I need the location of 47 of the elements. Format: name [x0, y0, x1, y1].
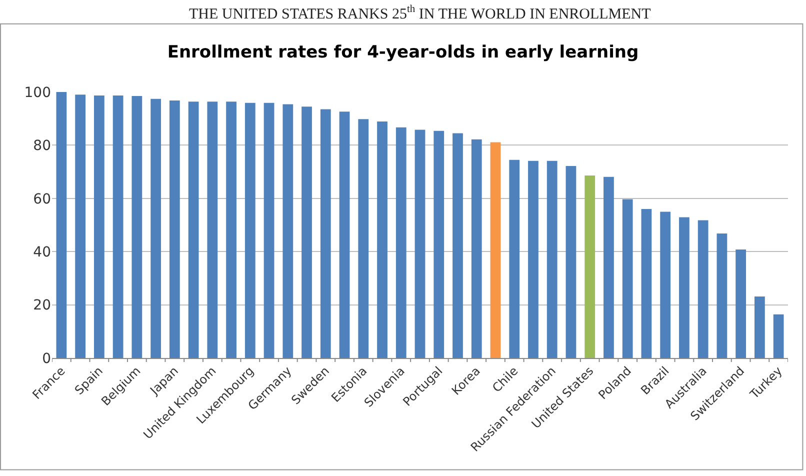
bar — [94, 95, 104, 358]
bar — [377, 122, 388, 358]
bar — [339, 112, 350, 358]
y-tick-label: 60 — [33, 191, 51, 208]
bar — [150, 98, 161, 358]
bar — [244, 102, 256, 358]
bar — [132, 96, 142, 358]
bar — [226, 102, 236, 358]
bar — [716, 234, 728, 358]
bar — [169, 100, 180, 358]
bar — [584, 176, 596, 358]
bar — [698, 220, 708, 358]
bar — [207, 102, 218, 358]
bar — [112, 95, 124, 358]
bar — [679, 217, 690, 358]
bar — [452, 133, 463, 358]
chart-title: Enrollment rates for 4-year-olds in early learning — [167, 42, 639, 62]
y-tick-label: 0 — [42, 350, 51, 367]
text: THE UNITED STATES RANKS 25$^{th}$ IN THE WORLD IN ENROLLMENT — [189, 4, 651, 22]
bar — [264, 102, 274, 358]
y-tick-label: 100 — [24, 84, 51, 101]
y-tick-label: 80 — [33, 138, 51, 154]
bar — [546, 160, 558, 358]
bar — [566, 166, 576, 358]
bar — [528, 160, 538, 358]
bar — [641, 209, 652, 358]
bar — [736, 249, 746, 358]
bar — [358, 119, 369, 358]
bar — [773, 314, 784, 358]
y-tick-label: 20 — [33, 298, 51, 314]
bar — [56, 92, 67, 358]
bar — [509, 160, 520, 358]
bar — [660, 212, 671, 358]
bar — [396, 127, 406, 358]
bar — [188, 102, 199, 358]
bar — [434, 130, 444, 358]
bar — [490, 142, 501, 358]
bar — [471, 139, 482, 358]
bar — [282, 104, 294, 358]
bar — [754, 296, 765, 358]
y-tick-label: 40 — [33, 244, 51, 260]
bar — [75, 94, 86, 358]
bar — [622, 199, 633, 358]
bar — [320, 109, 331, 358]
bar — [302, 106, 312, 358]
bar — [604, 176, 614, 358]
bar — [414, 130, 426, 358]
